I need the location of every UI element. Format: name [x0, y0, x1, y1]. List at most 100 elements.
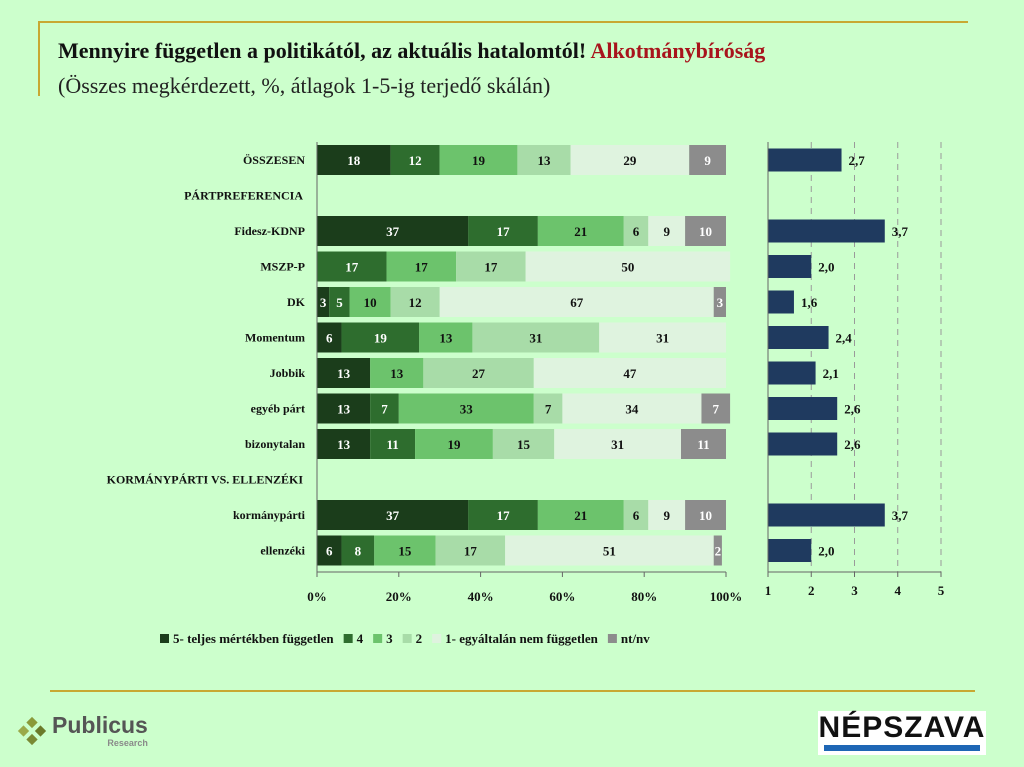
stacked-bar-value-label: 10	[699, 224, 712, 239]
stacked-bar-value-label: 19	[472, 153, 486, 168]
stacked-bar-segment	[329, 287, 350, 317]
stacked-bar-value-label: 31	[611, 437, 624, 452]
stacked-bar-segment	[317, 322, 342, 353]
stacked-bar-segment	[570, 145, 690, 175]
mean-bar-kormanyparti	[768, 503, 885, 527]
stacked-bar-segment	[317, 429, 371, 459]
legend-swatch	[373, 634, 383, 643]
category-label-osszesen: ÖSSZESEN	[243, 153, 305, 167]
category-label-egyeb-part: egyéb párt	[251, 402, 305, 416]
stacked-bar-segment	[713, 287, 726, 317]
mean-bar-fidesz-kdnp	[768, 219, 885, 243]
stacked-bar-segment	[525, 251, 731, 282]
stacked-bar-value-label: 21	[574, 508, 587, 523]
mean-bar-bizonytalan	[768, 432, 838, 456]
stacked-bar-segment	[468, 216, 538, 246]
stacked-bar-segment	[341, 322, 420, 353]
stacked-bar-segment	[317, 251, 387, 282]
stacked-bar-value-label: 8	[355, 544, 362, 559]
mean-bar-mszp-p	[768, 255, 812, 278]
stacked-bar-value-label: 17	[484, 260, 498, 275]
stacked-bar-value-label: 6	[633, 508, 640, 523]
stacked-bar-segment	[390, 287, 440, 317]
mean-bar-value-label: 2,6	[844, 402, 861, 417]
stacked-bar-segment	[419, 322, 473, 353]
stacked-bar-value-label: 17	[415, 260, 429, 275]
legend-swatch	[432, 634, 442, 643]
category-label-momentum: Momentum	[245, 331, 305, 345]
stacked-bar-segment	[713, 535, 722, 566]
publicus-logo: Publicus Research	[16, 714, 148, 748]
stacked-bar-segment	[472, 322, 600, 353]
publicus-sub: Research	[107, 738, 148, 748]
mean-bar-value-label: 3,7	[892, 224, 909, 239]
category-label-partpreferencia: PÁRTPREFERENCIA	[184, 189, 303, 203]
stacked-bar-value-label: 34	[625, 402, 639, 417]
stacked-bar-segment	[370, 393, 399, 424]
stacked-bar-value-label: 9	[704, 153, 711, 168]
stacked-bar-segment	[533, 358, 726, 388]
stacked-x-tick-label: 40%	[468, 589, 494, 604]
legend-label: nt/nv	[621, 631, 650, 646]
stacked-bar-value-label: 12	[409, 153, 422, 168]
stacked-bar-segment	[648, 500, 686, 530]
category-label-fidesz-kdnp: Fidesz-KDNP	[234, 224, 305, 238]
stacked-bar-value-label: 9	[663, 224, 670, 239]
stacked-bar-segment	[317, 145, 391, 175]
title-main: Mennyire független a politikától, az akt…	[58, 38, 587, 63]
stacked-bar-segment	[468, 500, 538, 530]
stacked-bar-segment	[370, 358, 424, 388]
stacked-bar-value-label: 12	[409, 295, 422, 310]
mean-bar-value-label: 1,6	[801, 295, 818, 310]
stacked-bar-value-label: 17	[464, 544, 478, 559]
stacked-bar-value-label: 15	[398, 544, 412, 559]
stacked-bar-value-label: 2	[715, 544, 722, 559]
stacked-bar-value-label: 15	[517, 437, 531, 452]
stacked-bar-segment	[689, 145, 726, 175]
stacked-bar-value-label: 6	[326, 331, 333, 346]
stacked-bar-value-label: 11	[697, 437, 709, 452]
left-rule	[38, 21, 40, 96]
stacked-bar-value-label: 10	[364, 295, 377, 310]
stacked-bar-segment	[533, 393, 563, 424]
stacked-bar-segment	[517, 145, 571, 175]
mean-bar-jobbik	[768, 361, 816, 385]
stacked-bar-segment	[599, 322, 726, 353]
bottom-rule	[50, 690, 975, 692]
stacked-bar-value-label: 47	[623, 366, 637, 381]
stacked-bar-value-label: 27	[472, 366, 486, 381]
mean-x-tick-label: 5	[938, 583, 945, 598]
stacked-bar-segment	[685, 216, 726, 246]
mean-bar-value-label: 2,7	[849, 153, 866, 168]
stacked-bar-value-label: 37	[386, 224, 400, 239]
stacked-bar-value-label: 17	[497, 508, 511, 523]
stacked-bar-value-label: 13	[537, 153, 551, 168]
stacked-bar-value-label: 17	[497, 224, 511, 239]
legend-label: 2	[416, 631, 423, 646]
stacked-bar-value-label: 9	[663, 508, 670, 523]
stacked-bar-value-label: 29	[623, 153, 637, 168]
mean-bar-momentum	[768, 326, 829, 349]
top-rule	[38, 21, 968, 23]
chart: ÖSSZESEN 18 12 19 13 29 9PÁRTPREFERENCIAFidesz…	[107, 142, 945, 646]
mean-x-tick-label: 2	[808, 583, 815, 598]
stacked-bar-segment	[386, 251, 457, 282]
legend-swatch	[343, 634, 353, 643]
stacked-bar-segment	[623, 500, 649, 530]
stacked-bar-segment	[317, 216, 469, 246]
stacked-bar-segment	[681, 429, 726, 459]
stacked-bar-segment	[648, 216, 686, 246]
stacked-bar-value-label: 37	[386, 508, 400, 523]
mean-x-tick-label: 3	[851, 583, 858, 598]
stacked-bar-value-label: 11	[387, 437, 399, 452]
mean-bar-dk	[768, 290, 794, 314]
stacked-bar-segment	[415, 429, 493, 459]
stacked-bar-value-label: 13	[337, 437, 351, 452]
page-subtitle: (Összes megkérdezett, %, átlagok 1-5-ig …	[58, 73, 551, 98]
mean-bar-value-label: 2,6	[844, 437, 861, 452]
publicus-name: Publicus	[52, 712, 148, 738]
category-label-ellenzeki: ellenzéki	[260, 544, 305, 558]
stacked-bar-value-label: 13	[337, 366, 351, 381]
stacked-bar-segment	[390, 145, 440, 175]
stacked-bar-segment	[317, 535, 342, 566]
